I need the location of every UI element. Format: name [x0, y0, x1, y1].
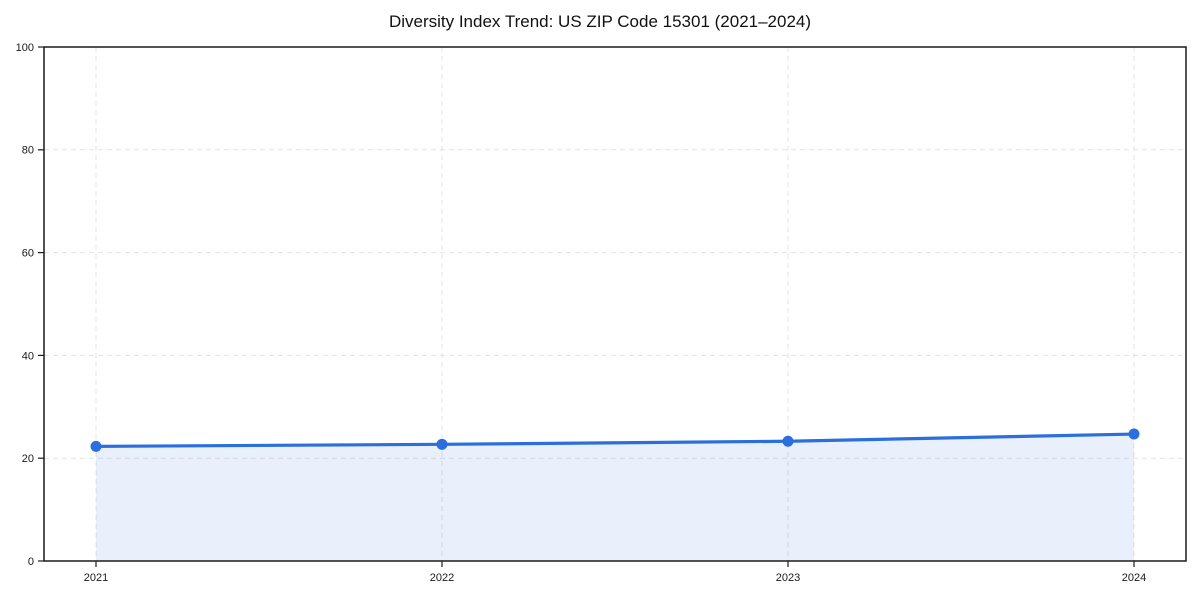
- y-tick-label: 80: [22, 145, 34, 157]
- y-tick-label: 40: [22, 350, 34, 362]
- plot-frame: [43, 46, 1187, 562]
- y-tick-label: 60: [22, 247, 34, 259]
- data-point-2022: [436, 438, 448, 450]
- trend-line: [94, 432, 1136, 448]
- y-tick-label: 20: [22, 453, 34, 465]
- x-tick-label: 2024: [1122, 572, 1146, 584]
- x-tick-label: 2022: [430, 572, 454, 584]
- y-tick-label: 100: [16, 42, 34, 54]
- data-point-2023: [782, 435, 794, 447]
- data-point-2021: [90, 440, 102, 452]
- chart-title: Diversity Index Trend: US ZIP Code 15301…: [388, 12, 812, 31]
- area-fill: [96, 434, 1134, 561]
- data-point-2024: [1128, 428, 1140, 440]
- x-tick-label: 2021: [84, 572, 108, 584]
- y-tick-label: 0: [28, 556, 34, 568]
- x-tick-label: 2023: [776, 572, 800, 584]
